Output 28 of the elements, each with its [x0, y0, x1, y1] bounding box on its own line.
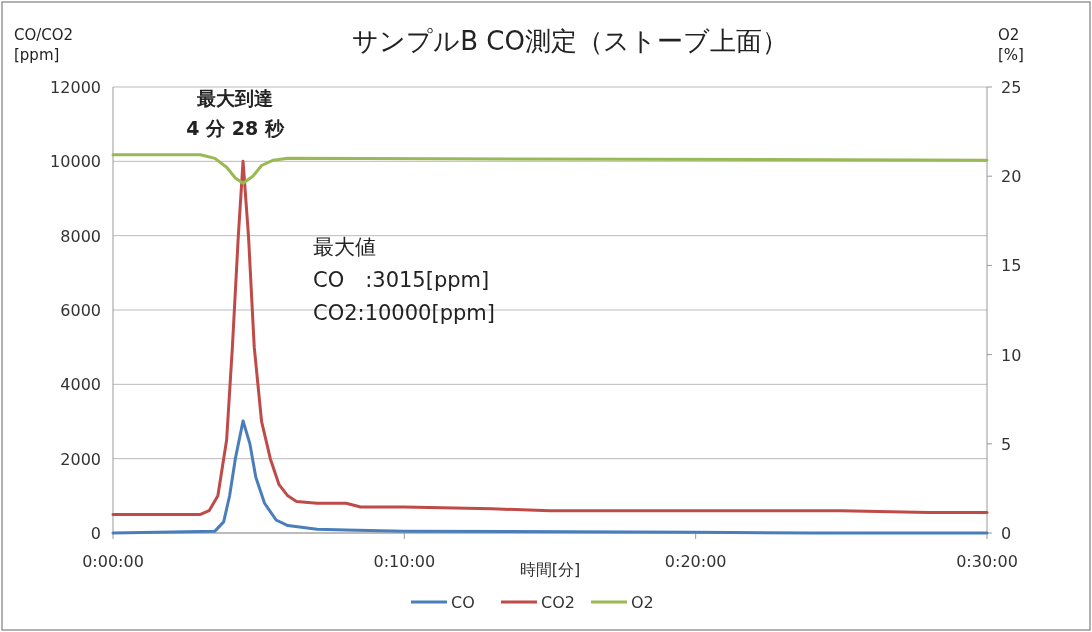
- x-tick-label: 0:10:00: [373, 552, 436, 571]
- x-tick-label: 0:00:00: [82, 552, 144, 571]
- y2-tick-label: 0: [1001, 524, 1012, 543]
- y2-tick-label: 20: [1001, 167, 1022, 187]
- legend-label: CO: [451, 593, 475, 612]
- y2-axis-title: O2 [%]: [998, 26, 1024, 64]
- y-axis-title: CO/CO2 [ppm]: [14, 26, 74, 64]
- annotation: 最大到達 4 分 28 秒: [186, 87, 285, 140]
- y-tick-label: 12000: [50, 78, 101, 97]
- y-tick-label: 10000: [50, 152, 101, 172]
- y-tick-label: 0: [90, 524, 101, 543]
- y2-tick-label: 25: [1001, 78, 1022, 97]
- x-tick-label: 0:20:00: [664, 552, 727, 571]
- y2-tick-label: 5: [1001, 434, 1012, 454]
- legend-label: CO2: [541, 593, 575, 612]
- line-series: [111, 153, 989, 185]
- legend-label: O2: [631, 593, 654, 612]
- x-tick-label: 0:30:00: [956, 552, 1018, 571]
- chart-title: サンプルB CO測定（ストーブ上面）: [352, 26, 788, 56]
- y-tick-label: 6000: [60, 301, 101, 320]
- y2-tick-label: 15: [1001, 256, 1022, 276]
- y-tick-label: 2000: [60, 449, 101, 469]
- y2-tick-label: 10: [1001, 345, 1022, 365]
- y-tick-label: 4000: [60, 375, 101, 395]
- x-axis-title: 時間[分]: [519, 560, 581, 579]
- annotation: 最大値 CO :3015[ppm] CO2:10000[ppm]: [313, 235, 495, 326]
- line-series: [111, 159, 989, 516]
- y-tick-label: 8000: [60, 226, 101, 246]
